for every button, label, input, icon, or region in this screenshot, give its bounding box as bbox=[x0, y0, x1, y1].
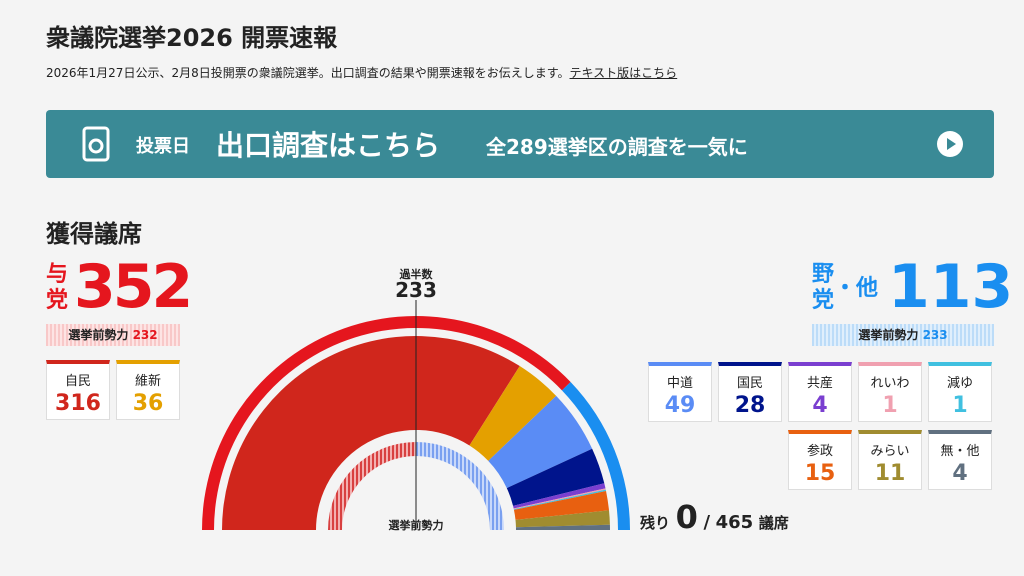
party-name: 参政 bbox=[806, 444, 833, 459]
previous-label: 選挙前勢力 bbox=[858, 328, 919, 342]
remaining-value: 0 bbox=[675, 498, 698, 536]
inner-label: 選挙前勢力 bbox=[388, 519, 444, 532]
party-seats: 4 bbox=[812, 393, 828, 418]
remaining: 残り 0 / 465 議席 bbox=[640, 498, 789, 536]
seat-segment bbox=[515, 510, 610, 528]
banner-headline: 出口調査はこちら bbox=[216, 129, 441, 162]
subtitle: 2026年1月27日公示、2月8日投開票の衆議院選挙。出口調査の結果や開票速報を… bbox=[46, 64, 677, 81]
seat-segment bbox=[513, 483, 606, 509]
seat-segment bbox=[488, 395, 593, 489]
text-link[interactable]: テキスト版はこちら bbox=[569, 66, 678, 80]
party-name: 自民 bbox=[64, 374, 91, 389]
seat-segment bbox=[513, 489, 607, 510]
previous-value: 233 bbox=[922, 328, 948, 342]
seat-segment bbox=[222, 335, 520, 530]
opposition-label-2: 党 bbox=[812, 288, 835, 313]
party-seats: 4 bbox=[952, 461, 968, 486]
party-name: みらい bbox=[870, 444, 910, 459]
remaining-label: 残り bbox=[640, 514, 671, 532]
seat-segment bbox=[415, 441, 504, 530]
ruling-label-2: 党 bbox=[46, 288, 69, 313]
party-card[interactable]: 無・他 4 bbox=[928, 430, 992, 490]
opposition-seats: 113 bbox=[888, 252, 1014, 322]
party-card[interactable]: 参政 15 bbox=[788, 430, 852, 490]
party-card[interactable]: みらい 11 bbox=[858, 430, 922, 490]
previous-label: 選挙前勢力 bbox=[68, 328, 129, 342]
banner-icon bbox=[82, 126, 110, 162]
title: 衆議院選挙2026 開票速報 bbox=[46, 24, 338, 52]
party-name: 中道 bbox=[666, 376, 693, 391]
party-card[interactable]: 減ゆ 1 bbox=[928, 362, 992, 422]
banner-text: 全289選挙区の調査を一気に bbox=[486, 135, 748, 159]
majority-value: 233 bbox=[395, 278, 437, 302]
opposition-label-3: ・他 bbox=[834, 276, 879, 301]
party-name: 共産 bbox=[806, 376, 833, 391]
subtitle-text: 2026年1月27日公示、2月8日投開票の衆議院選挙。出口調査の結果や開票速報を… bbox=[46, 66, 570, 80]
ruling-label-1: 与 bbox=[46, 262, 69, 287]
party-seats: 1 bbox=[882, 393, 898, 418]
party-card[interactable]: 共産 4 bbox=[788, 362, 852, 422]
party-name: 減ゆ bbox=[946, 376, 973, 391]
play-icon bbox=[937, 131, 963, 157]
section-title: 獲得議席 bbox=[46, 220, 142, 248]
party-card[interactable]: 中道 49 bbox=[648, 362, 712, 422]
majority-label: 過半数 bbox=[399, 268, 433, 281]
party-card[interactable]: れいわ 1 bbox=[858, 362, 922, 422]
party-name: 国民 bbox=[736, 376, 763, 391]
party-seats: 316 bbox=[55, 391, 101, 416]
ruling-previous: 選挙前勢力 232 bbox=[46, 324, 180, 346]
ruling-seats: 352 bbox=[74, 252, 193, 322]
banner-label: 投票日 bbox=[136, 136, 190, 157]
party-card[interactable]: 国民 28 bbox=[718, 362, 782, 422]
party-seats: 1 bbox=[952, 393, 968, 418]
ruling-label: 与党 bbox=[46, 262, 68, 314]
party-seats: 36 bbox=[132, 391, 164, 416]
seat-segment bbox=[469, 366, 557, 461]
party-card[interactable]: 維新 36 bbox=[116, 360, 180, 420]
opposition-previous: 選挙前勢力 233 bbox=[812, 324, 994, 346]
seat-segment bbox=[561, 382, 630, 530]
party-seats: 11 bbox=[874, 461, 906, 486]
party-card[interactable]: 自民 316 bbox=[46, 360, 110, 420]
opposition-label-1: 野 bbox=[812, 262, 835, 287]
party-seats: 49 bbox=[664, 393, 696, 418]
seat-segment bbox=[515, 524, 610, 530]
previous-value: 232 bbox=[132, 328, 158, 342]
separator: / bbox=[703, 512, 711, 533]
party-name: 無・他 bbox=[940, 444, 980, 459]
opposition-label: 野党 bbox=[812, 262, 834, 314]
party-seats: 15 bbox=[804, 461, 836, 486]
party-seats: 28 bbox=[734, 393, 766, 418]
seat-segment bbox=[513, 490, 610, 520]
party-name: 維新 bbox=[134, 374, 161, 389]
party-name: れいわ bbox=[870, 376, 910, 391]
remaining-unit: 議席 bbox=[758, 514, 789, 532]
seat-segment bbox=[513, 488, 606, 510]
remaining-total: 465 bbox=[715, 512, 754, 533]
banner[interactable]: 投票日 出口調査はこちら 全289選挙区の調査を一気に bbox=[46, 110, 994, 178]
seat-segment bbox=[506, 448, 605, 506]
seat-segment bbox=[328, 442, 416, 530]
